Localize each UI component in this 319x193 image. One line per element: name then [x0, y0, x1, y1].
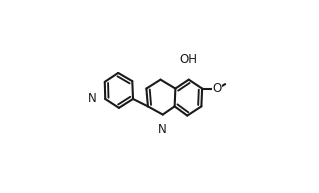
Text: N: N [158, 123, 167, 136]
Text: N: N [88, 92, 97, 105]
Text: O: O [212, 82, 222, 95]
Text: OH: OH [180, 53, 198, 66]
